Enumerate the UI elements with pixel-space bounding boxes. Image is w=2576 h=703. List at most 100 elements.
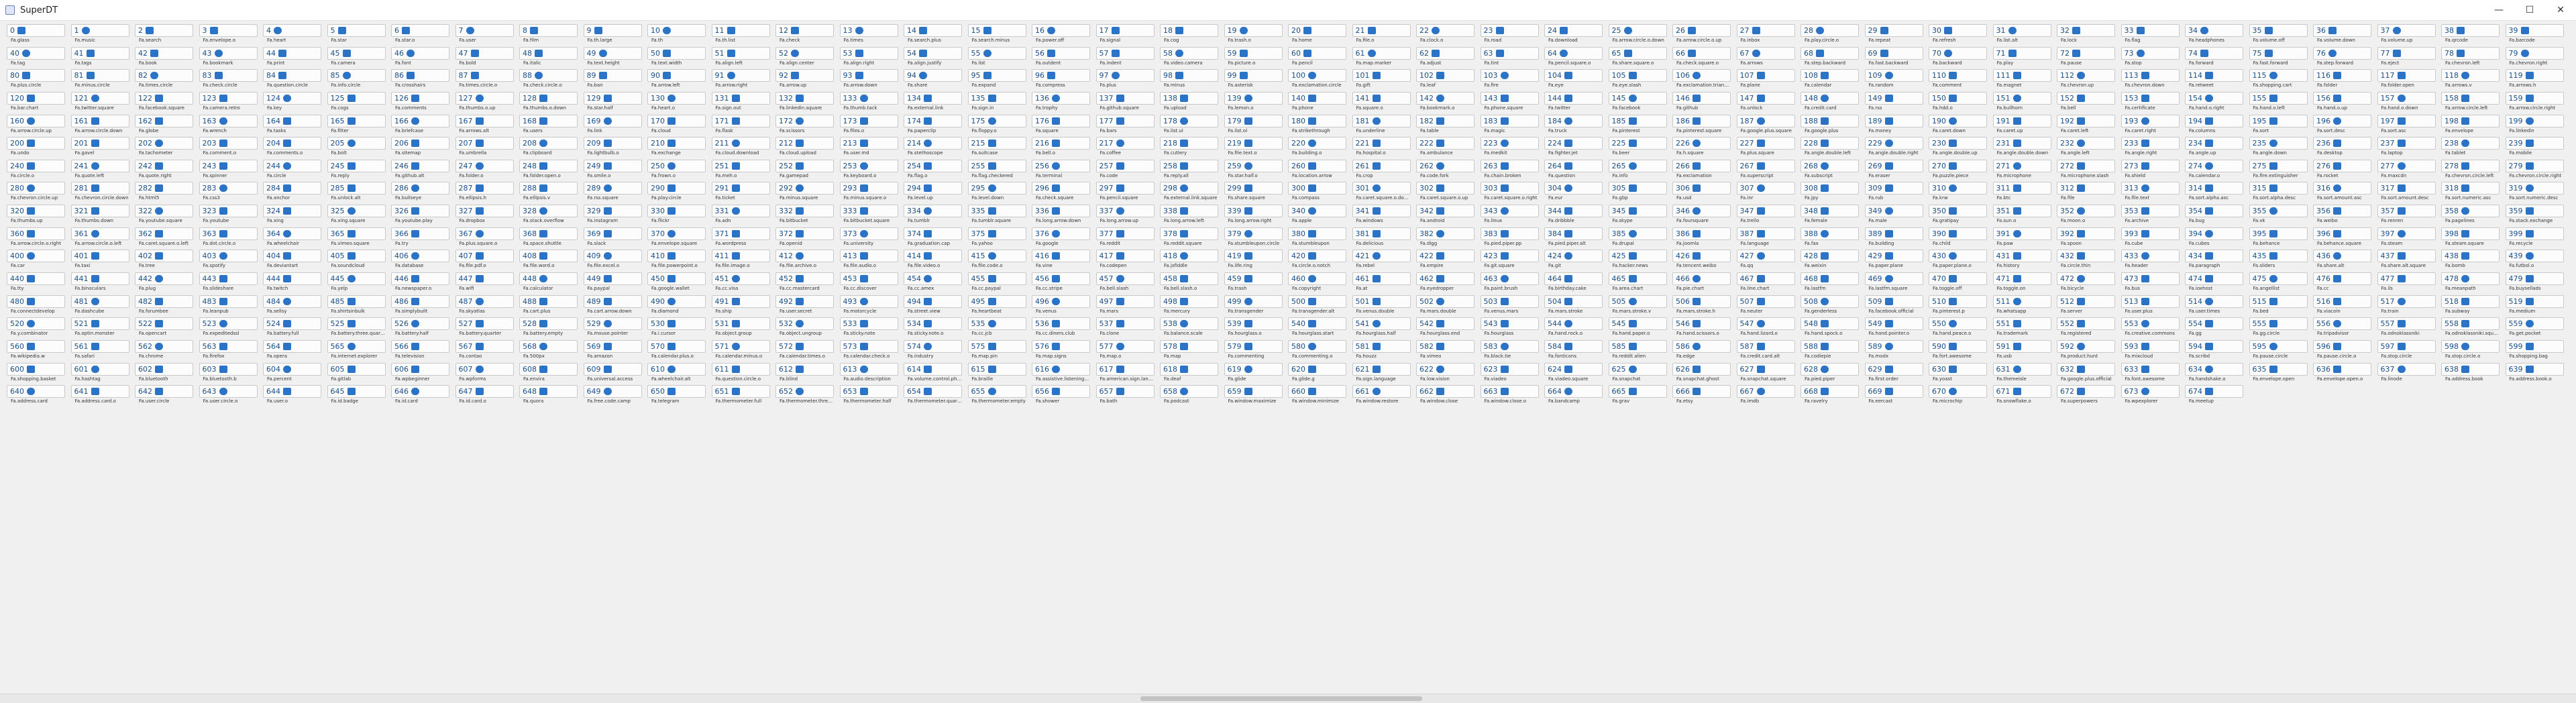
icon-button[interactable]: 575 [967, 339, 1026, 353]
icon-button[interactable]: 109 [1864, 69, 1923, 83]
icon-button[interactable]: 146 [1672, 91, 1731, 105]
icon-button[interactable]: 71 [1992, 46, 2051, 60]
icon-button[interactable]: 613 [839, 362, 898, 376]
icon-button[interactable]: 3 [199, 24, 258, 37]
icon-button[interactable]: 397 [2377, 227, 2436, 240]
icon-button[interactable]: 294 [904, 182, 962, 195]
icon-button[interactable]: 350 [1929, 205, 1987, 218]
icon-button[interactable]: 119 [2505, 69, 2564, 83]
icon-button[interactable]: 270 [1929, 159, 1987, 172]
icon-button[interactable]: 614 [904, 362, 962, 376]
icon-button[interactable]: 5 [327, 24, 386, 37]
icon-button[interactable]: 19 [1224, 24, 1283, 37]
icon-button[interactable]: 377 [1095, 227, 1155, 240]
icon-button[interactable]: 65 [1608, 46, 1667, 60]
icon-button[interactable]: 340 [1288, 205, 1346, 218]
icon-button[interactable]: 510 [1929, 294, 1987, 308]
icon-button[interactable]: 519 [2505, 294, 2564, 308]
icon-button[interactable]: 449 [583, 272, 642, 286]
icon-button[interactable]: 305 [1608, 182, 1667, 195]
icon-button[interactable]: 518 [2441, 294, 2500, 308]
icon-button[interactable]: 44 [263, 46, 321, 60]
icon-button[interactable]: 264 [1544, 159, 1603, 172]
icon-button[interactable]: 195 [2249, 114, 2308, 127]
icon-button[interactable]: 126 [391, 91, 449, 105]
icon-button[interactable]: 633 [2121, 362, 2180, 376]
icon-button[interactable]: 320 [7, 205, 65, 218]
icon-button[interactable]: 544 [1544, 317, 1603, 331]
icon-button[interactable]: 124 [263, 91, 321, 105]
icon-button[interactable]: 649 [583, 385, 642, 398]
icon-button[interactable]: 209 [583, 137, 642, 150]
icon-button[interactable]: 258 [1160, 159, 1218, 172]
icon-button[interactable]: 215 [967, 137, 1026, 150]
icon-button[interactable]: 1 [70, 24, 129, 37]
icon-button[interactable]: 292 [775, 182, 834, 195]
icon-button[interactable]: 465 [1608, 272, 1667, 286]
icon-button[interactable]: 472 [2057, 272, 2115, 286]
icon-button[interactable]: 536 [1032, 317, 1090, 331]
icon-button[interactable]: 235 [2249, 137, 2308, 150]
icon-button[interactable]: 101 [1352, 69, 1411, 83]
icon-button[interactable]: 315 [2249, 182, 2308, 195]
icon-button[interactable]: 207 [455, 137, 514, 150]
icon-button[interactable]: 221 [1352, 137, 1411, 150]
icon-button[interactable]: 658 [1160, 385, 1218, 398]
icon-button[interactable]: 88 [519, 69, 578, 83]
icon-button[interactable]: 110 [1929, 69, 1987, 83]
icon-button[interactable]: 324 [263, 205, 321, 218]
icon-button[interactable]: 154 [2185, 91, 2243, 105]
icon-button[interactable]: 423 [1480, 250, 1539, 263]
icon-button[interactable]: 167 [455, 114, 514, 127]
icon-button[interactable]: 249 [583, 159, 642, 172]
icon-button[interactable]: 539 [1224, 317, 1283, 331]
icon-button[interactable]: 526 [391, 317, 449, 331]
icon-button[interactable]: 395 [2249, 227, 2308, 240]
icon-button[interactable]: 620 [1288, 362, 1346, 376]
icon-button[interactable]: 553 [2121, 317, 2180, 331]
icon-button[interactable]: 407 [455, 250, 514, 263]
icon-button[interactable]: 344 [1544, 205, 1603, 218]
icon-button[interactable]: 190 [1929, 114, 1987, 127]
icon-button[interactable]: 569 [583, 339, 642, 353]
icon-button[interactable]: 177 [1095, 114, 1155, 127]
icon-button[interactable]: 480 [7, 294, 65, 308]
icon-button[interactable]: 639 [2505, 362, 2564, 376]
icon-button[interactable]: 469 [1864, 272, 1923, 286]
icon-button[interactable]: 415 [967, 250, 1026, 263]
icon-button[interactable]: 113 [2121, 69, 2180, 83]
icon-button[interactable]: 364 [263, 227, 321, 240]
icon-button[interactable]: 244 [263, 159, 321, 172]
icon-button[interactable]: 447 [455, 272, 514, 286]
icon-button[interactable]: 668 [1801, 385, 1859, 398]
icon-button[interactable]: 549 [1864, 317, 1923, 331]
icon-button[interactable]: 54 [904, 46, 962, 60]
icon-button[interactable]: 285 [327, 182, 386, 195]
scrollbar-thumb[interactable] [1140, 696, 1422, 701]
icon-button[interactable]: 594 [2185, 339, 2243, 353]
icon-button[interactable]: 656 [1032, 385, 1090, 398]
icon-button[interactable]: 409 [583, 250, 642, 263]
icon-button[interactable]: 321 [70, 205, 129, 218]
icon-button[interactable]: 83 [199, 69, 258, 83]
icon-button[interactable]: 42 [135, 46, 193, 60]
icon-button[interactable]: 657 [1095, 385, 1155, 398]
icon-button[interactable]: 403 [199, 250, 258, 263]
icon-button[interactable]: 540 [1288, 317, 1346, 331]
icon-button[interactable]: 348 [1801, 205, 1859, 218]
icon-button[interactable]: 630 [1929, 362, 1987, 376]
icon-button[interactable]: 550 [1929, 317, 1987, 331]
icon-button[interactable]: 267 [1736, 159, 1795, 172]
icon-button[interactable]: 245 [327, 159, 386, 172]
icon-button[interactable]: 495 [967, 294, 1026, 308]
icon-button[interactable]: 365 [327, 227, 386, 240]
icon-button[interactable]: 581 [1352, 339, 1411, 353]
icon-button[interactable]: 453 [839, 272, 898, 286]
icon-button[interactable]: 538 [1160, 317, 1218, 331]
icon-button[interactable]: 9 [583, 24, 642, 37]
icon-button[interactable]: 329 [583, 205, 642, 218]
icon-button[interactable]: 466 [1672, 272, 1731, 286]
icon-button[interactable]: 672 [2057, 385, 2115, 398]
icon-button[interactable]: 477 [2377, 272, 2436, 286]
icon-button[interactable]: 91 [711, 69, 770, 83]
